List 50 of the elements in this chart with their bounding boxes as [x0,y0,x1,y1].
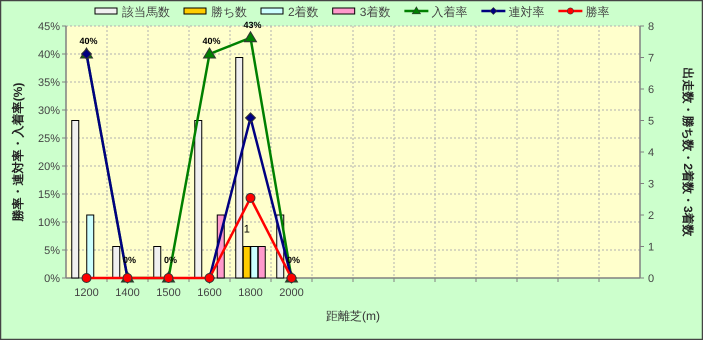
y-tick-label: 25% [38,133,60,145]
legend-label: 連対率 [508,5,544,19]
y2-tick-label: 4 [648,147,654,159]
point [246,192,256,203]
legend-label: 該当馬数 [122,5,170,19]
y2-tick-label: 2 [648,210,654,222]
x-axis-title: 距離芝(m) [326,309,380,323]
y2-tick-label: 8 [648,21,654,33]
y-axis-title: 勝率・連対率・入着率(%) [11,82,25,222]
point [244,31,257,42]
x-tick-label: 1400 [115,287,140,299]
y-tick-label: 40% [38,49,60,61]
point [82,273,92,283]
y-tick-label: 15% [38,189,60,201]
y-tick-label: 20% [38,161,60,173]
y2-tick-label: 7 [648,52,654,64]
legend-label: 勝ち数 [211,5,247,19]
data-label: 43% [243,20,262,30]
y2-tick-label: 3 [648,178,654,190]
y2-tick-label: 0 [648,273,654,285]
x-tick-label: 2000 [279,287,304,299]
legend-label: 入着率 [431,5,468,19]
bar [194,120,202,278]
x-tick-label: 1600 [197,287,222,299]
legend-label: 勝率 [585,5,610,19]
bar [235,57,244,278]
legend-label: 3着数 [360,5,390,19]
point [203,48,216,58]
data-label: 1 [244,224,250,236]
y-tick-label: 5% [44,245,60,257]
point [245,112,256,124]
x-tick-label: 1200 [74,287,99,299]
bar [71,120,80,278]
legend-label: 2着数 [288,5,319,19]
y-tick-label: 45% [38,21,60,33]
x-tick-label: 1500 [156,287,181,299]
data-label: 40% [202,36,221,46]
y-tick-label: 35% [38,77,60,89]
y2-tick-label: 6 [648,84,654,96]
bar [112,246,120,278]
x-tick-label: 1800 [238,287,263,299]
data-label: 40% [79,36,98,46]
bar [153,246,162,278]
y2-tick-label: 5 [648,116,654,128]
bar [86,214,94,278]
y-tick-label: 30% [38,105,60,117]
y2-axis-title: 出走数・勝ち数・2着数・3着数 [681,67,695,238]
y-tick-label: 0% [44,273,60,285]
y2-tick-label: 1 [648,242,654,254]
y-tick-label: 10% [38,217,60,229]
